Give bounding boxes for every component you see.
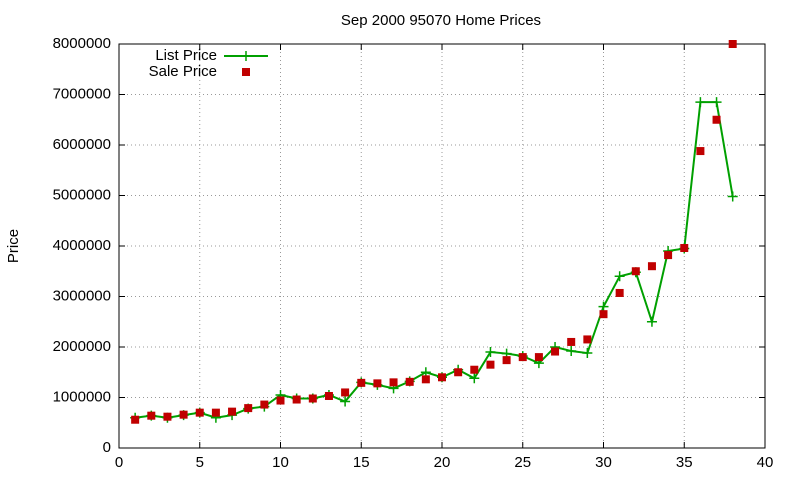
point-marker [646,316,657,327]
point-marker [695,97,706,108]
point-marker [598,301,609,312]
point-marker [711,97,722,108]
point-marker [680,244,689,253]
x-tick-label: 20 [434,454,451,471]
chart-title: Sep 2000 95070 Home Prices [341,12,541,29]
point-marker [502,356,511,365]
point-marker [244,404,253,413]
y-tick-label: 2000000 [53,338,111,355]
point-marker [292,395,301,404]
point-marker [534,353,543,362]
point-marker [631,267,640,276]
point-marker [324,391,333,400]
point-marker [260,400,269,409]
point-marker [566,346,577,357]
point-marker [728,40,737,48]
x-tick-label: 35 [676,454,693,471]
point-marker [341,388,350,397]
x-tick-label: 5 [196,454,204,471]
point-marker [405,377,414,386]
point-marker [438,373,446,382]
point-marker [486,360,495,369]
point-marker [373,379,382,388]
point-marker [340,396,351,407]
point-marker [727,191,738,202]
point-marker [163,412,172,421]
y-tick-label: 1000000 [53,388,111,405]
point-marker [276,396,285,405]
point-marker [454,368,463,377]
x-tick-label: 30 [595,454,612,471]
point-marker [195,408,204,417]
y-tick-label: 0 [103,439,111,456]
y-tick-label: 3000000 [53,287,111,304]
x-tick-label: 15 [353,454,370,471]
x-tick-label: 10 [272,454,289,471]
legend-marker [241,51,251,61]
point-marker [485,347,496,358]
point-marker [179,410,188,419]
point-marker [599,310,608,319]
point-marker [615,288,624,297]
y-tick-label: 7000000 [53,85,111,102]
point-marker [357,378,366,387]
x-tick-label: 0 [115,454,123,471]
point-marker [421,375,430,384]
point-marker [647,262,656,271]
point-marker [551,347,560,356]
point-marker [614,271,625,282]
point-marker [308,394,317,403]
x-tick-label: 40 [757,454,774,471]
y-axis-label: Price [5,229,22,263]
x-tick-label: 25 [514,454,531,471]
legend-label: Sale Price [149,63,217,80]
point-marker [228,407,237,416]
point-marker [518,353,527,362]
point-marker [131,415,140,424]
plot-frame [118,43,766,449]
point-marker [664,251,673,260]
y-tick-label: 4000000 [53,237,111,254]
point-marker [469,373,480,384]
point-marker [147,411,156,420]
point-marker [582,348,593,359]
point-marker [712,115,721,124]
point-marker [389,378,398,387]
legend-label: List Price [155,47,217,64]
point-marker [211,408,220,417]
point-marker [567,337,576,346]
point-marker [696,147,705,156]
y-tick-label: 8000000 [53,35,111,52]
y-tick-label: 5000000 [53,186,111,203]
y-tick-label: 6000000 [53,136,111,153]
point-marker [470,365,479,374]
point-marker [583,335,592,344]
legend-marker [242,68,250,76]
